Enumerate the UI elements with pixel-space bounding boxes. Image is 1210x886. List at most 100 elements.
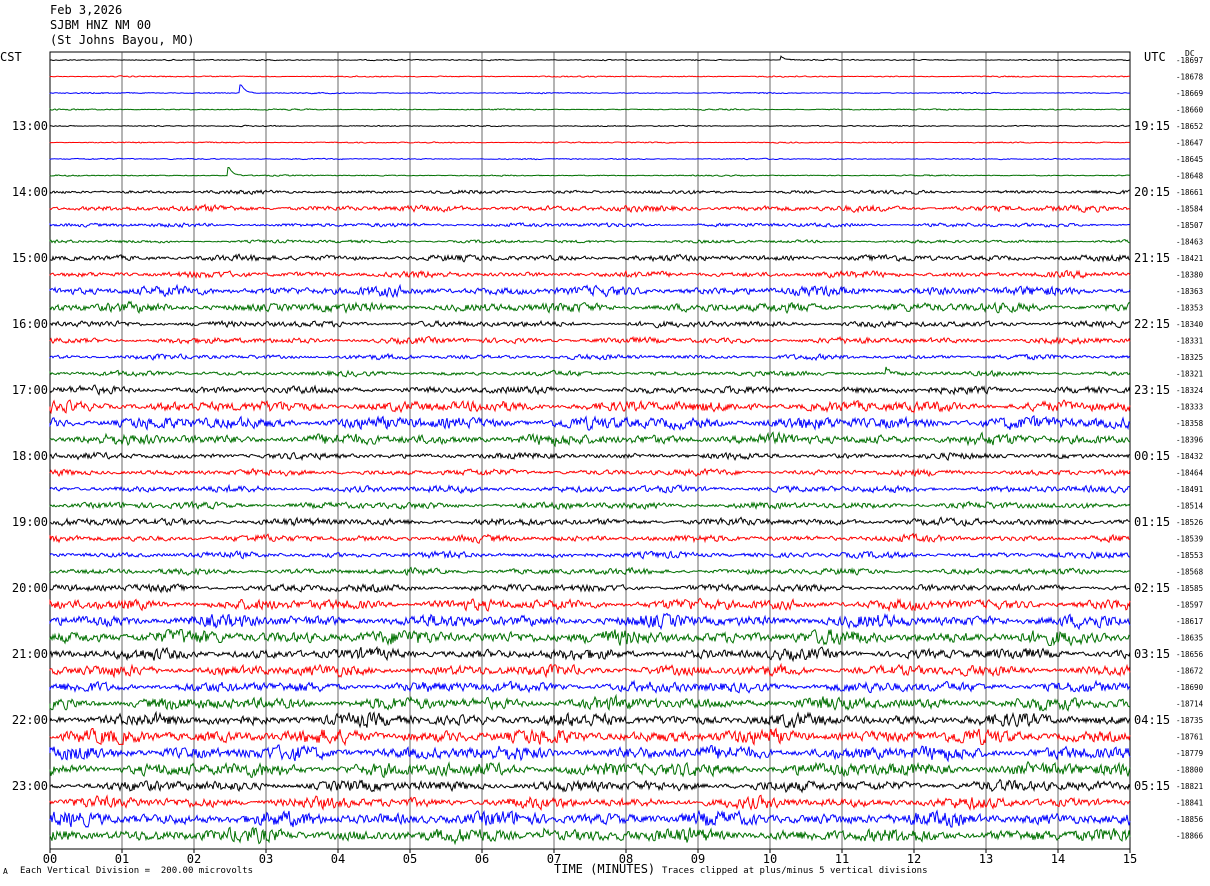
plot-frame bbox=[49, 51, 1131, 850]
dc-offset-label: -18358 bbox=[1176, 419, 1204, 428]
x-tick-label: 05 bbox=[403, 852, 417, 866]
dc-offset-label: -18735 bbox=[1176, 716, 1203, 725]
seismic-trace bbox=[49, 203, 1131, 214]
seismic-trace bbox=[49, 483, 1131, 495]
seismic-traces bbox=[49, 55, 1131, 846]
dc-offset-label: -18340 bbox=[1176, 320, 1204, 329]
dc-offset-label: -18584 bbox=[1176, 205, 1204, 214]
x-tick-label: 12 bbox=[907, 852, 921, 866]
dc-offset-label: -18856 bbox=[1176, 815, 1204, 824]
axis-ticks bbox=[49, 849, 1131, 853]
seismic-trace bbox=[49, 628, 1131, 647]
hour-label-right: 22:15 bbox=[1134, 317, 1170, 331]
hour-label-left: 22:00 bbox=[12, 713, 48, 727]
seismic-trace bbox=[49, 415, 1131, 431]
station-label: SJBM HNZ NM 00 bbox=[50, 18, 152, 32]
hour-label-left: 15:00 bbox=[12, 251, 48, 265]
seismic-trace bbox=[49, 221, 1131, 229]
dc-offset-label: -18464 bbox=[1176, 469, 1204, 478]
dc-offset-label: -18678 bbox=[1176, 73, 1204, 82]
hour-label-right: 20:15 bbox=[1134, 185, 1170, 199]
hour-label-left: 18:00 bbox=[12, 449, 48, 463]
hour-label-left: 20:00 bbox=[12, 581, 48, 595]
seismic-trace bbox=[49, 778, 1131, 794]
seismic-trace bbox=[49, 189, 1131, 196]
dc-offset-label: -18647 bbox=[1176, 139, 1203, 148]
dc-offset-label: -18697 bbox=[1176, 56, 1203, 65]
x-tick-label: 04 bbox=[331, 852, 345, 866]
seismic-trace bbox=[49, 597, 1131, 613]
seismic-trace bbox=[49, 253, 1131, 263]
dc-offset-label: -18597 bbox=[1176, 601, 1203, 610]
hour-label-left: 14:00 bbox=[12, 185, 48, 199]
dc-offset-label: -18652 bbox=[1176, 122, 1203, 131]
x-tick-label: 02 bbox=[187, 852, 201, 866]
x-tick-label: 08 bbox=[619, 852, 633, 866]
clip-note: Traces clipped at plus/minus 5 vertical … bbox=[662, 866, 928, 876]
dc-offset-label: -18660 bbox=[1176, 106, 1204, 115]
location-label: (St Johns Bayou, MO) bbox=[50, 33, 195, 47]
hour-label-left: 23:00 bbox=[12, 779, 48, 793]
seismic-trace bbox=[49, 352, 1131, 362]
seismic-trace bbox=[49, 239, 1131, 244]
dc-offset-label: -18661 bbox=[1176, 188, 1203, 197]
dc-offset-label: -18363 bbox=[1176, 287, 1203, 296]
left-timezone-label: CST bbox=[0, 50, 22, 64]
dc-offset-label: -18421 bbox=[1176, 254, 1203, 263]
dc-offset-label: -18800 bbox=[1176, 766, 1204, 775]
dc-offset-label: -18331 bbox=[1176, 337, 1203, 346]
seismic-trace bbox=[49, 384, 1131, 396]
seismic-trace bbox=[49, 794, 1131, 811]
dc-offset-label: -18353 bbox=[1176, 304, 1203, 313]
seismic-trace bbox=[49, 55, 1131, 62]
right-timezone-label: UTC bbox=[1144, 50, 1166, 64]
seismic-trace bbox=[49, 108, 1131, 111]
dc-offset-label: -18714 bbox=[1176, 700, 1204, 709]
dc-offset-label: -18514 bbox=[1176, 502, 1204, 511]
dc-label: DC bbox=[1185, 49, 1195, 58]
seismic-trace bbox=[49, 516, 1131, 527]
seismic-trace bbox=[49, 760, 1131, 779]
dc-offset-label: -18645 bbox=[1176, 155, 1203, 164]
dc-offset-label: -18656 bbox=[1176, 650, 1204, 659]
x-tick-label: 14 bbox=[1051, 852, 1065, 866]
date-label: Feb 3,2026 bbox=[50, 3, 123, 17]
grid-lines bbox=[49, 51, 1131, 850]
seismic-trace bbox=[49, 645, 1131, 663]
hour-label-right: 01:15 bbox=[1134, 515, 1170, 529]
x-tick-label: 00 bbox=[43, 852, 57, 866]
dc-offset-label: -18672 bbox=[1176, 667, 1203, 676]
x-tick-label: 01 bbox=[115, 852, 129, 866]
dc-offset-label: -18463 bbox=[1176, 238, 1203, 247]
seismic-trace bbox=[49, 612, 1131, 631]
x-tick-label: 07 bbox=[547, 852, 561, 866]
dc-offset-label: -18491 bbox=[1176, 485, 1203, 494]
seismic-trace bbox=[49, 549, 1131, 560]
dc-offset-label: -18325 bbox=[1176, 353, 1203, 362]
hour-label-right: 02:15 bbox=[1134, 581, 1170, 595]
seismic-trace bbox=[49, 319, 1131, 329]
hour-label-left: 17:00 bbox=[12, 383, 48, 397]
seismic-trace bbox=[49, 283, 1131, 299]
dc-offset-label: -18617 bbox=[1176, 617, 1203, 626]
dc-offset-label: -18690 bbox=[1176, 683, 1204, 692]
hour-label-left: 21:00 bbox=[12, 647, 48, 661]
dc-offset-label: -18396 bbox=[1176, 436, 1204, 445]
seismic-trace bbox=[49, 300, 1131, 315]
x-tick-label: 13 bbox=[979, 852, 993, 866]
seismic-trace bbox=[49, 710, 1131, 729]
seismic-trace bbox=[49, 744, 1131, 763]
seismic-trace bbox=[49, 399, 1131, 415]
hour-label-left: 16:00 bbox=[12, 317, 48, 331]
seismic-trace bbox=[49, 826, 1131, 846]
seismic-trace bbox=[49, 141, 1131, 144]
hour-label-right: 03:15 bbox=[1134, 647, 1170, 661]
hour-label-right: 19:15 bbox=[1134, 119, 1170, 133]
seismic-trace bbox=[49, 124, 1131, 128]
dc-offset-label: -18324 bbox=[1176, 386, 1204, 395]
dc-offset-label: -18585 bbox=[1176, 584, 1203, 593]
seismic-trace bbox=[49, 335, 1131, 346]
seismic-trace bbox=[49, 167, 1131, 177]
seismic-trace bbox=[49, 693, 1131, 712]
dc-offset-label: -18539 bbox=[1176, 535, 1203, 544]
